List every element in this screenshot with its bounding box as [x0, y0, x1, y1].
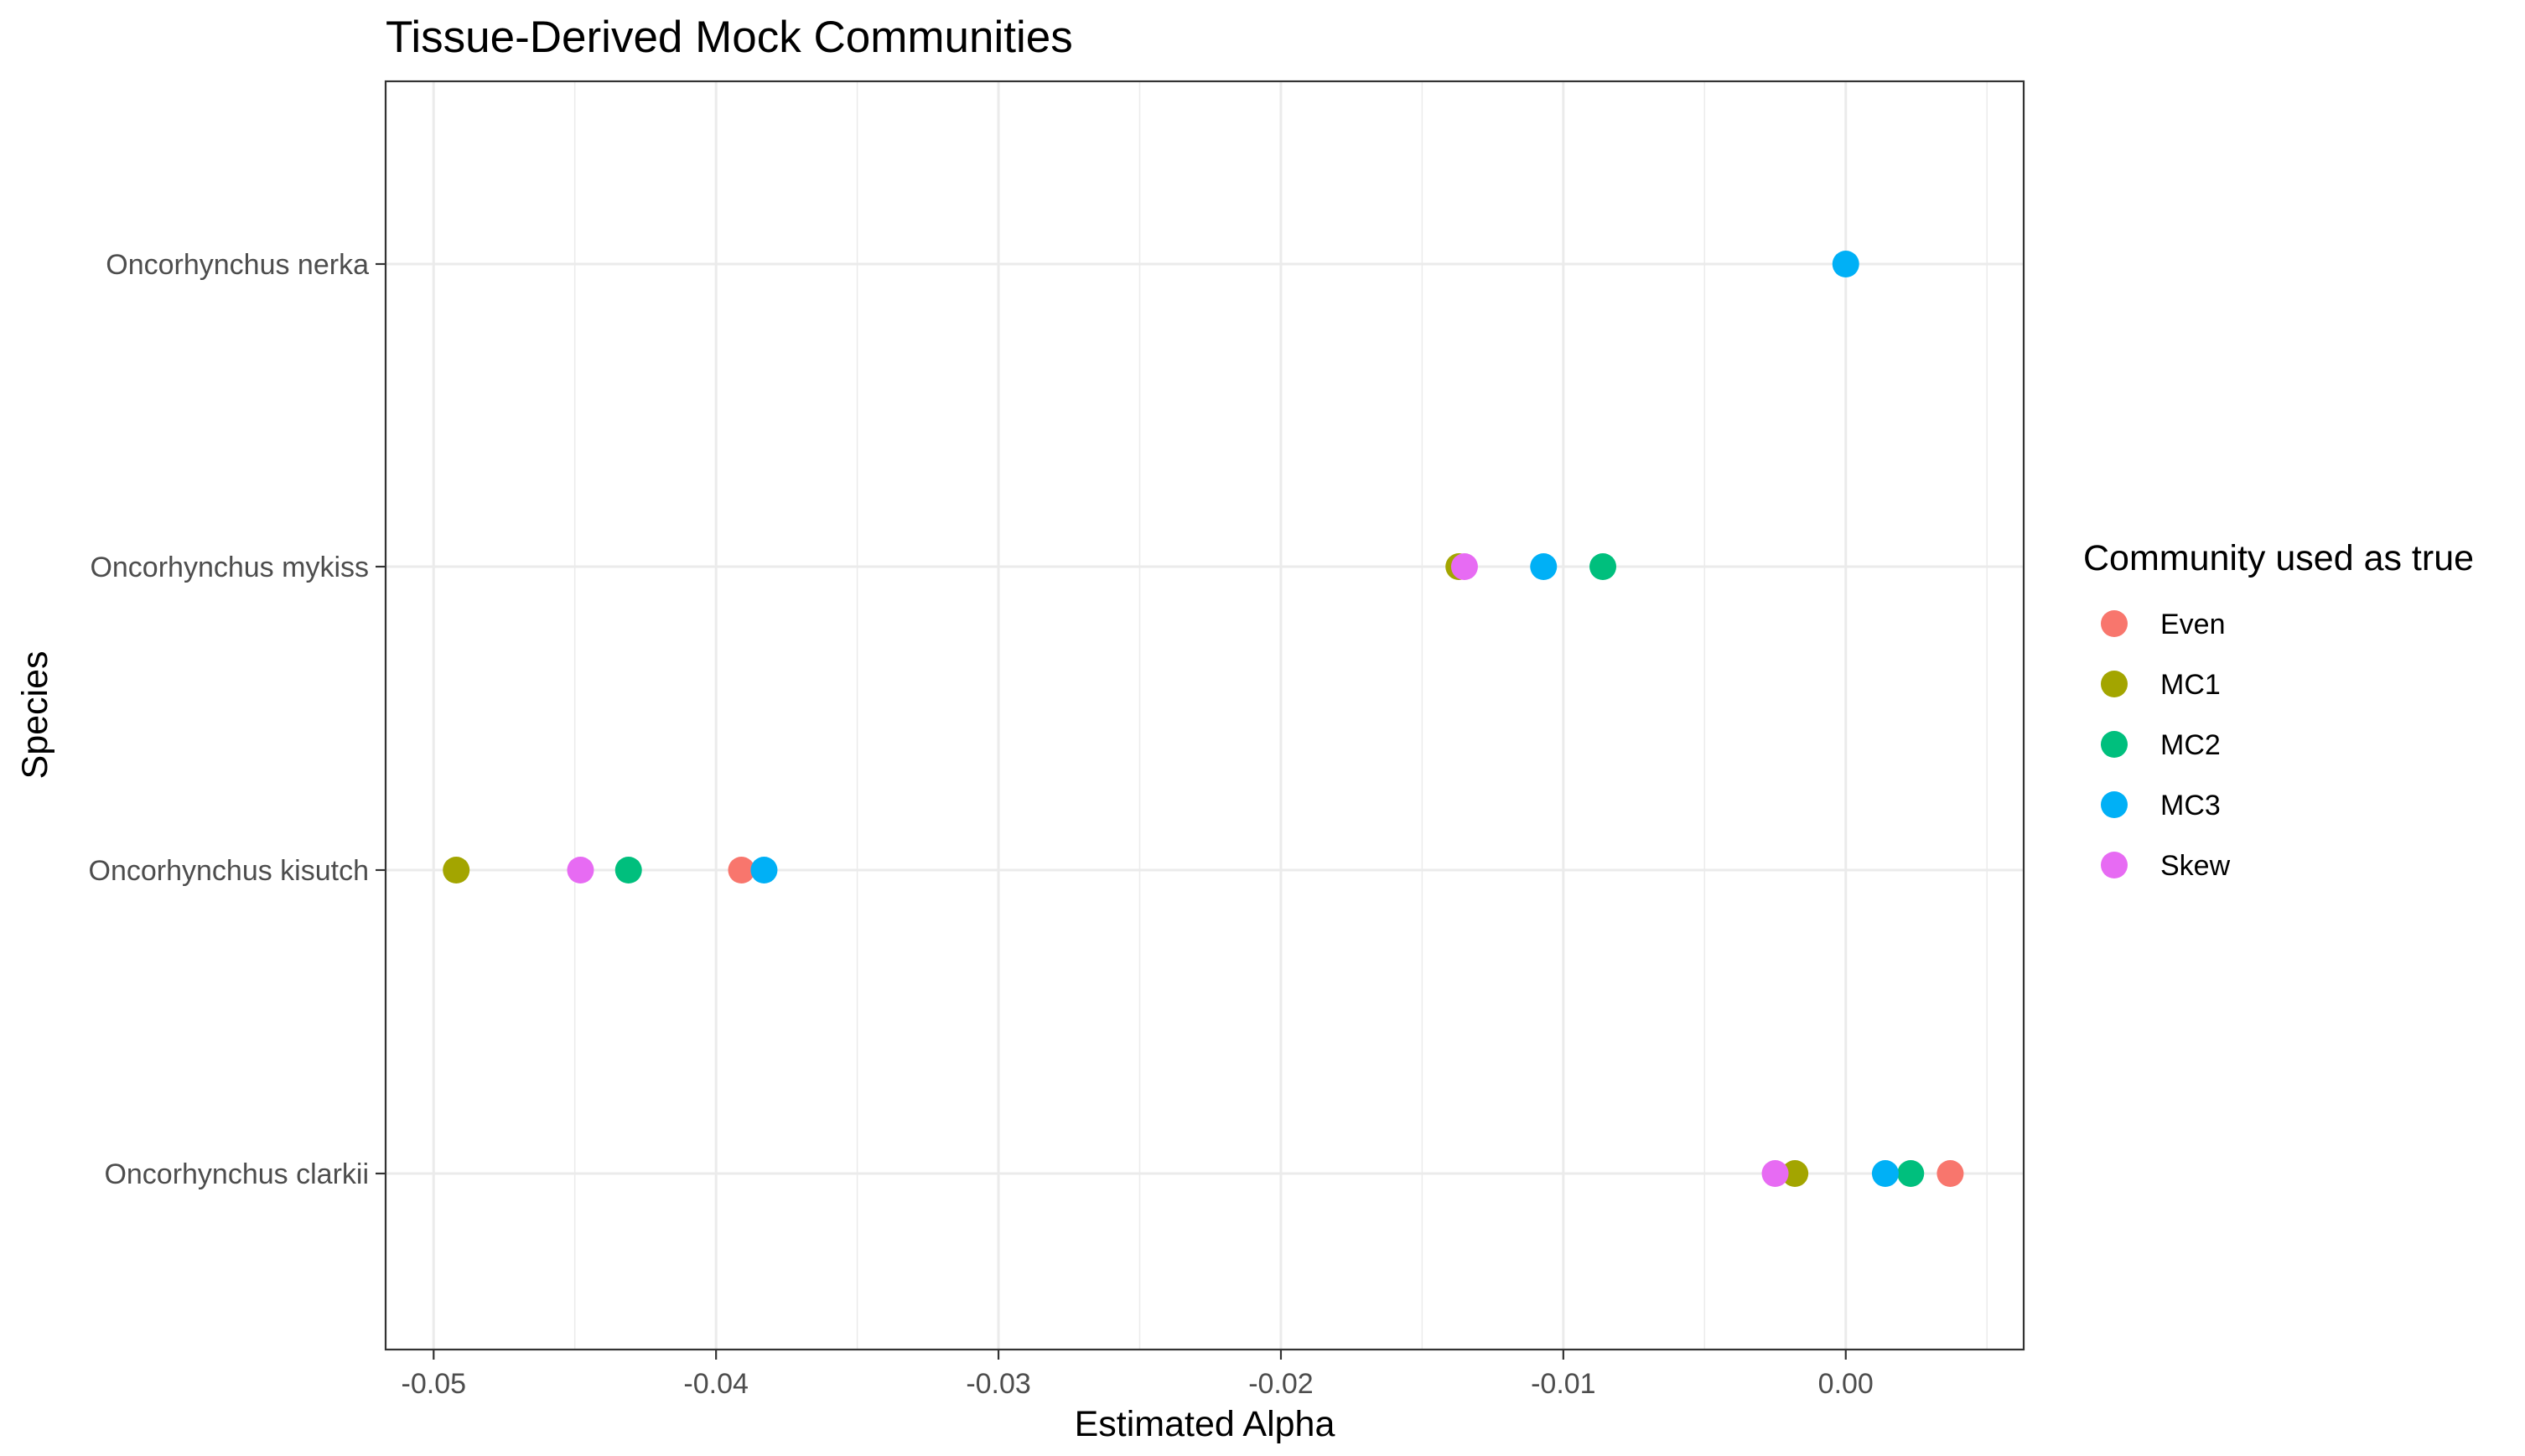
data-point [1871, 1160, 1899, 1187]
legend-item: MC3 [2101, 790, 2221, 821]
x-tick-label: -0.04 [683, 1368, 749, 1400]
x-axis-title: Estimated Alpha [1075, 1404, 1335, 1444]
x-tick-label: -0.05 [402, 1368, 467, 1400]
data-point [1761, 1160, 1789, 1187]
data-point [1781, 1160, 1809, 1187]
x-tick-label: -0.02 [1248, 1368, 1314, 1400]
y-tick-label: Oncorhynchus kisutch [89, 855, 370, 887]
series-mc3 [750, 251, 1899, 1187]
y-axis: Oncorhynchus nerka Oncorhynchus mykiss Onc… [89, 249, 386, 1190]
data-point [750, 857, 778, 883]
x-tick-label: -0.03 [966, 1368, 1031, 1400]
x-tick-label: 0.00 [1818, 1368, 1874, 1400]
legend-key [2101, 731, 2128, 758]
legend-item: Even [2101, 609, 2226, 640]
legend-title: Community used as true [2083, 538, 2474, 578]
series-mc2 [614, 553, 1925, 1187]
legend-items: Even MC1 MC2 MC3 Skew [2101, 609, 2231, 882]
legend: Community used as true Even MC1 MC2 MC3 Skew [2083, 538, 2474, 882]
data-point [1897, 1160, 1925, 1187]
data-point [1937, 1160, 1964, 1187]
x-tick-label: -0.01 [1531, 1368, 1596, 1400]
grid [386, 81, 2024, 1350]
data-point [1450, 553, 1478, 580]
plot-panel-border [384, 80, 2025, 1351]
series-skew [567, 553, 1789, 1187]
data-point [443, 857, 470, 883]
legend-label: MC1 [2160, 669, 2221, 701]
data-point [1589, 553, 1617, 580]
data-point [567, 857, 594, 883]
legend-key [2101, 671, 2128, 697]
chart-title: Tissue-Derived Mock Communities [386, 13, 1073, 62]
data-point [1530, 553, 1558, 580]
y-tick-label: Oncorhynchus nerka [106, 249, 369, 281]
data-points [443, 251, 1964, 1187]
y-tick-label: Oncorhynchus clarkii [104, 1158, 369, 1190]
legend-key [2101, 791, 2128, 818]
legend-item: Skew [2101, 850, 2231, 882]
legend-item: MC2 [2101, 729, 2221, 761]
y-axis-title: Species [15, 651, 55, 780]
series-even [728, 857, 1964, 1187]
data-point [614, 857, 642, 883]
legend-item: MC1 [2101, 669, 2221, 701]
y-tick-label: Oncorhynchus mykiss [90, 552, 369, 583]
legend-label: Even [2160, 609, 2226, 640]
legend-label: Skew [2160, 850, 2231, 882]
data-point [1832, 251, 1859, 277]
legend-key [2101, 852, 2128, 878]
legend-key [2101, 610, 2128, 637]
legend-label: MC3 [2160, 790, 2221, 821]
x-axis: -0.05 -0.04 -0.03 -0.02 -0.01 0.00 [402, 1350, 1874, 1400]
data-point [728, 857, 755, 883]
legend-label: MC2 [2160, 729, 2221, 761]
